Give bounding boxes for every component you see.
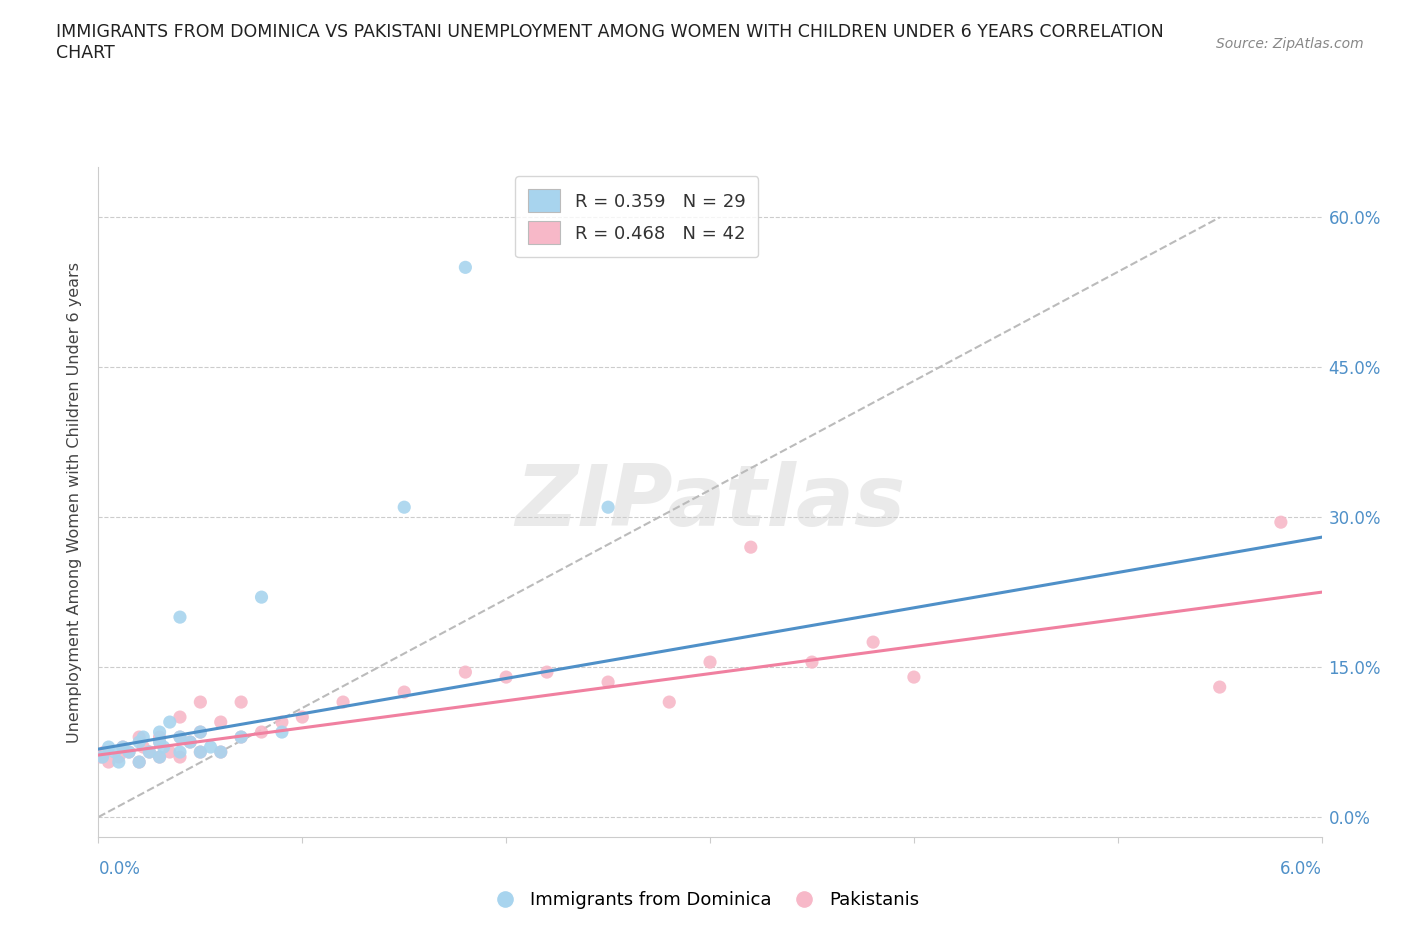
Point: [159, 714, 181, 729]
Point: [128, 754, 150, 769]
Point: [128, 754, 150, 769]
Point: [97, 739, 120, 754]
Text: ZIPatlas: ZIPatlas: [515, 460, 905, 544]
Point: [132, 739, 155, 754]
Point: [169, 745, 191, 760]
Point: [200, 739, 222, 754]
Point: [149, 730, 172, 745]
Point: [209, 745, 232, 760]
Point: [291, 710, 314, 724]
Point: [209, 745, 232, 760]
Point: [454, 259, 477, 274]
Point: [138, 745, 160, 760]
Point: [188, 724, 212, 739]
Point: [270, 714, 292, 729]
Point: [231, 695, 253, 710]
Point: [149, 724, 172, 739]
Point: [209, 714, 232, 729]
Point: [598, 674, 620, 689]
Legend: R = 0.359   N = 29, R = 0.468   N = 42: R = 0.359 N = 29, R = 0.468 N = 42: [515, 177, 758, 257]
Point: [188, 745, 212, 760]
Point: [104, 745, 127, 760]
Point: [108, 754, 131, 769]
Point: [169, 610, 191, 625]
Text: CHART: CHART: [56, 44, 115, 61]
Point: [89, 750, 111, 764]
Point: [1270, 514, 1292, 529]
Point: [169, 730, 191, 745]
Point: [149, 735, 172, 750]
Y-axis label: Unemployment Among Women with Children Under 6 years: Unemployment Among Women with Children U…: [67, 261, 83, 743]
Point: [392, 684, 416, 699]
Point: [454, 665, 477, 680]
Point: [250, 590, 273, 604]
Point: [169, 710, 191, 724]
Point: [188, 695, 212, 710]
Point: [699, 655, 721, 670]
Point: [903, 670, 925, 684]
Point: [179, 735, 201, 750]
Point: [149, 750, 172, 764]
Legend: Immigrants from Dominica, Pakistanis: Immigrants from Dominica, Pakistanis: [479, 884, 927, 916]
Point: [118, 745, 141, 760]
Text: Source: ZipAtlas.com: Source: ZipAtlas.com: [1216, 37, 1364, 51]
Point: [91, 750, 114, 764]
Point: [138, 745, 160, 760]
Point: [801, 655, 824, 670]
Point: [188, 724, 212, 739]
Text: 0.0%: 0.0%: [98, 860, 141, 878]
Point: [598, 499, 620, 514]
Point: [250, 724, 273, 739]
Point: [658, 695, 681, 710]
Point: [392, 499, 416, 514]
Point: [108, 750, 131, 764]
Point: [231, 730, 253, 745]
Point: [169, 750, 191, 764]
Point: [169, 730, 191, 745]
Point: [97, 754, 120, 769]
Point: [862, 634, 884, 649]
Point: [132, 730, 155, 745]
Point: [128, 735, 150, 750]
Point: [740, 539, 762, 554]
Point: [270, 724, 292, 739]
Point: [111, 739, 134, 754]
Point: [128, 730, 150, 745]
Point: [495, 670, 517, 684]
Point: [149, 750, 172, 764]
Point: [93, 745, 115, 760]
Point: [152, 739, 174, 754]
Point: [188, 745, 212, 760]
Point: [1208, 680, 1232, 695]
Point: [231, 730, 253, 745]
Point: [149, 735, 172, 750]
Point: [111, 739, 134, 754]
Text: 6.0%: 6.0%: [1279, 860, 1322, 878]
Point: [159, 745, 181, 760]
Point: [332, 695, 354, 710]
Point: [179, 735, 201, 750]
Text: IMMIGRANTS FROM DOMINICA VS PAKISTANI UNEMPLOYMENT AMONG WOMEN WITH CHILDREN UND: IMMIGRANTS FROM DOMINICA VS PAKISTANI UN…: [56, 23, 1164, 41]
Point: [536, 665, 558, 680]
Point: [118, 745, 141, 760]
